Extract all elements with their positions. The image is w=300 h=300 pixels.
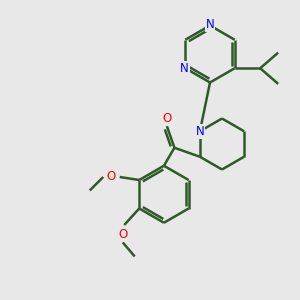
Text: O: O [106,170,116,183]
Text: O: O [162,112,172,125]
Text: N: N [206,18,214,32]
Text: N: N [196,125,204,138]
Text: O: O [118,228,128,241]
Text: N: N [180,62,189,75]
